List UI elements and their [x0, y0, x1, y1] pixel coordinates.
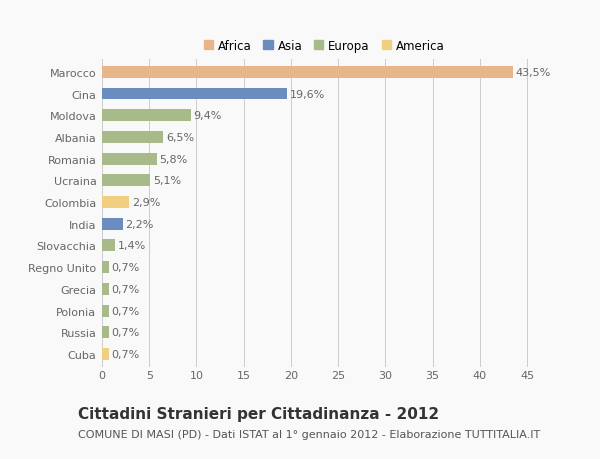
Text: 0,7%: 0,7% [112, 263, 140, 273]
Bar [102, 305, 109, 317]
Text: 1,4%: 1,4% [118, 241, 146, 251]
Text: 0,7%: 0,7% [112, 306, 140, 316]
Bar [102, 196, 130, 208]
Bar [102, 67, 513, 78]
Bar [102, 110, 191, 122]
Text: 5,1%: 5,1% [153, 176, 181, 186]
Bar [102, 348, 109, 360]
Bar [102, 240, 115, 252]
Bar [102, 262, 109, 274]
Text: 0,7%: 0,7% [112, 284, 140, 294]
Text: 5,8%: 5,8% [160, 154, 188, 164]
Text: 9,4%: 9,4% [194, 111, 222, 121]
Text: COMUNE DI MASI (PD) - Dati ISTAT al 1° gennaio 2012 - Elaborazione TUTTITALIA.IT: COMUNE DI MASI (PD) - Dati ISTAT al 1° g… [78, 429, 540, 439]
Legend: Africa, Asia, Europa, America: Africa, Asia, Europa, America [199, 35, 449, 57]
Bar [102, 283, 109, 295]
Bar [102, 89, 287, 100]
Bar [102, 327, 109, 338]
Bar [102, 175, 150, 187]
Text: 0,7%: 0,7% [112, 328, 140, 337]
Text: 2,2%: 2,2% [125, 219, 154, 229]
Text: 6,5%: 6,5% [166, 133, 194, 143]
Bar [102, 132, 163, 144]
Text: 0,7%: 0,7% [112, 349, 140, 359]
Text: 43,5%: 43,5% [516, 67, 551, 78]
Bar [102, 218, 123, 230]
Bar [102, 153, 157, 165]
Text: 19,6%: 19,6% [290, 90, 325, 99]
Text: Cittadini Stranieri per Cittadinanza - 2012: Cittadini Stranieri per Cittadinanza - 2… [78, 406, 439, 421]
Text: 2,9%: 2,9% [132, 198, 161, 207]
